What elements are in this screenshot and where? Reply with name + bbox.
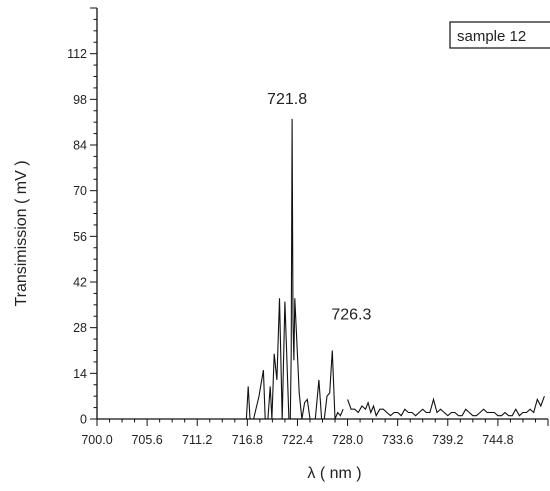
annotations-group: 721.8 726.3 [267, 91, 371, 323]
x-tick-label: 722.4 [282, 433, 313, 447]
y-tick-label: 14 [73, 367, 87, 381]
series-line [347, 396, 545, 418]
legend-entry: sample 12 [457, 28, 526, 45]
x-ticks: 700.0 705.6 711.2 716.8 722.4 728.0 733.6 739.2… [81, 419, 549, 447]
y-tick-label: 0 [80, 413, 87, 427]
y-ticks: 0 14 28 42 56 70 84 98 112 [67, 7, 97, 427]
y-tick-label: 70 [73, 184, 87, 198]
y-tick-label: 56 [73, 230, 87, 244]
x-tick-label: 744.8 [482, 433, 513, 447]
x-tick-label: 739.2 [432, 433, 463, 447]
y-tick-label: 84 [73, 139, 87, 153]
x-tick-label: 711.2 [182, 433, 212, 447]
x-tick-label: 716.8 [232, 433, 263, 447]
x-tick-label: 700.0 [81, 433, 112, 447]
y-axis-label: Transimission ( mV ) [13, 160, 30, 306]
peak-annotation: 721.8 [267, 91, 307, 108]
x-tick-label: 705.6 [131, 433, 162, 447]
series-group [97, 118, 545, 420]
x-axis-label: λ ( nm ) [307, 465, 361, 482]
y-tick-label: 98 [73, 93, 87, 107]
legend-box [449, 21, 550, 49]
peak-annotation: 726.3 [331, 307, 371, 324]
y-tick-label: 112 [67, 47, 87, 61]
series-line [97, 118, 344, 420]
y-tick-label: 42 [73, 276, 87, 290]
x-tick-label: 733.6 [382, 433, 413, 447]
y-tick-label: 28 [73, 321, 87, 335]
legend: sample 12 [449, 21, 550, 49]
x-tick-label: 728.0 [332, 433, 363, 447]
